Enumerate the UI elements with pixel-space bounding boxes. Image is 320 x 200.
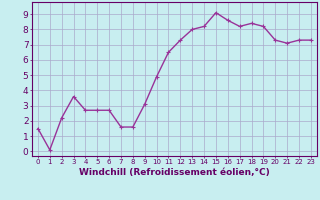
X-axis label: Windchill (Refroidissement éolien,°C): Windchill (Refroidissement éolien,°C) bbox=[79, 168, 270, 177]
